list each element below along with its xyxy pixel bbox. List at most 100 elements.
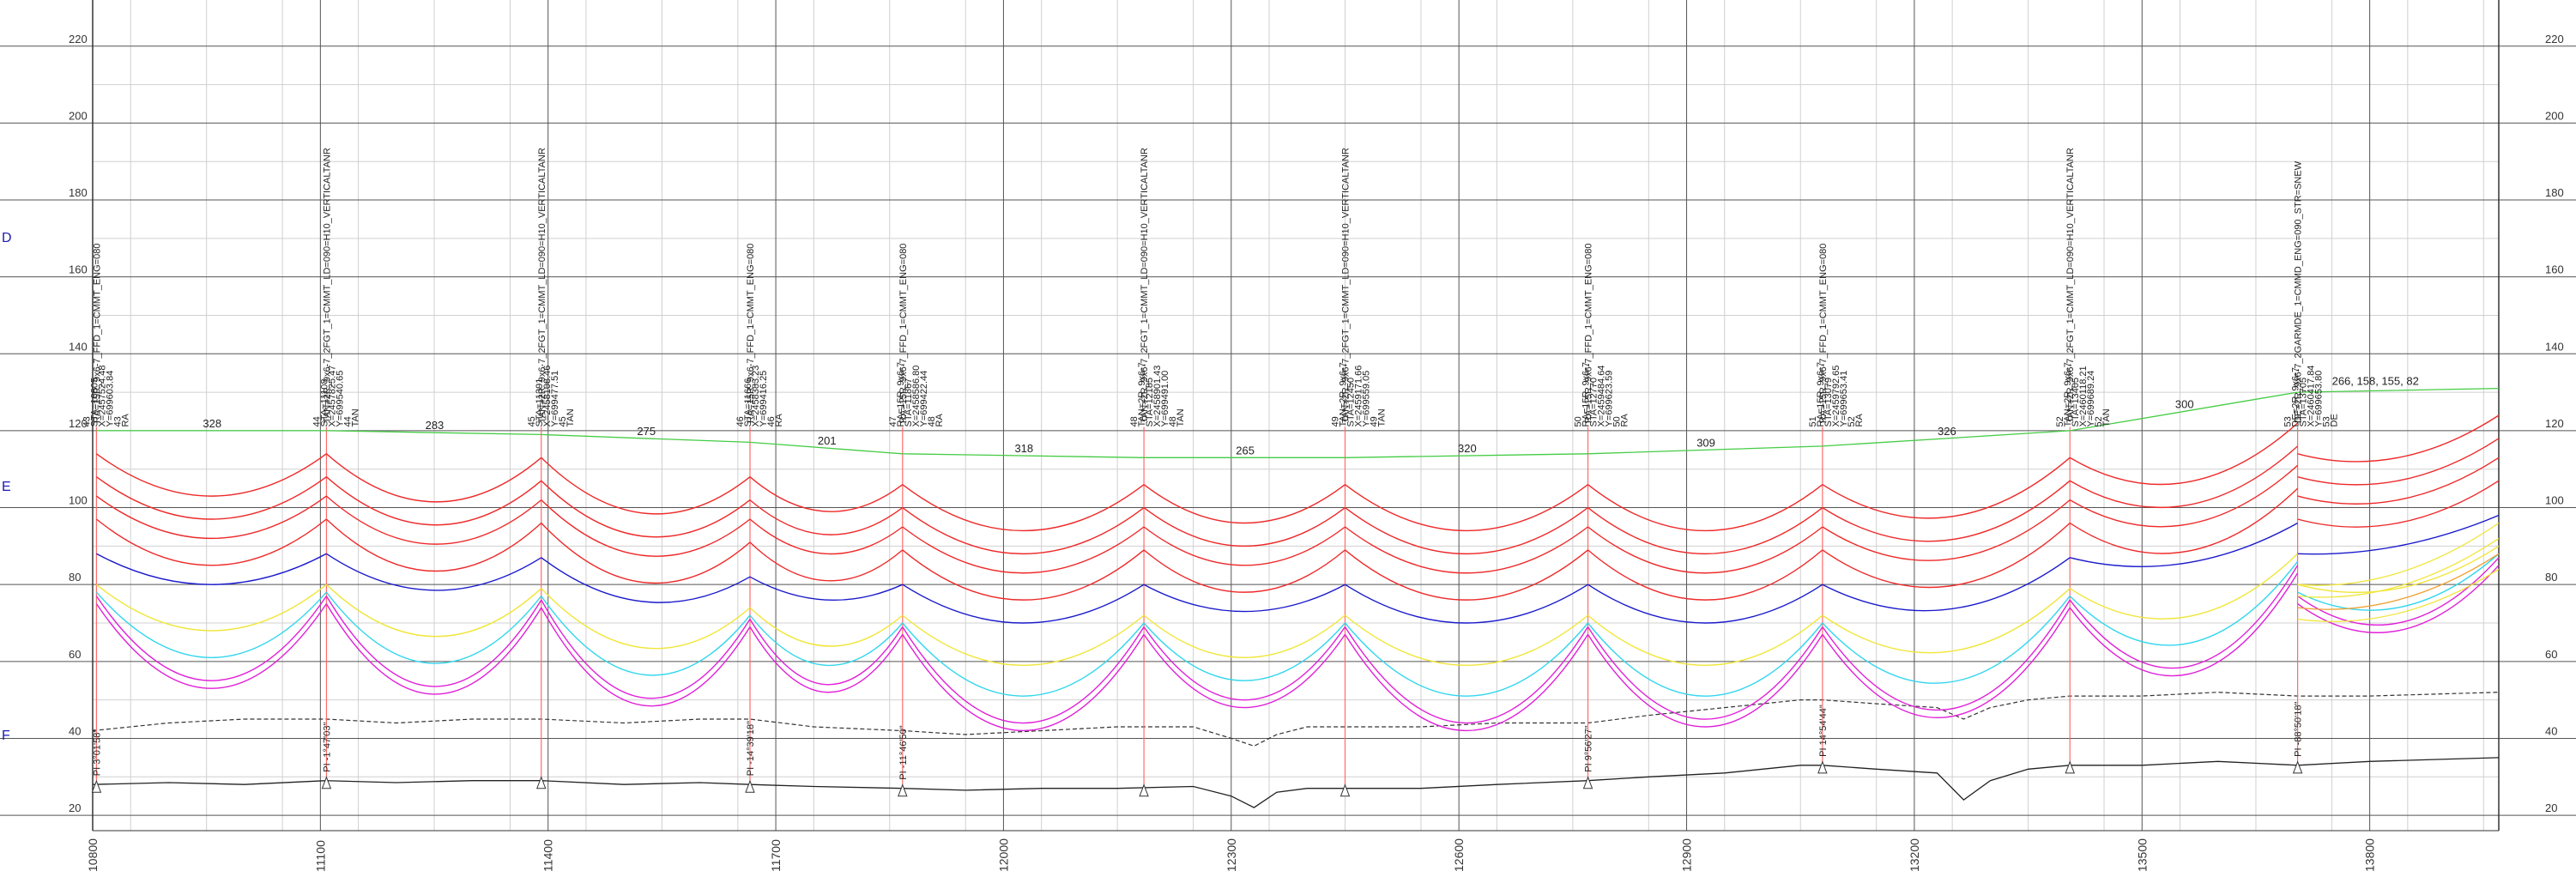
structure-type-label: TAN=2R_9x6-7_2FGT_1=CMMT_LD=090=H10_VERT… bbox=[1340, 148, 1351, 423]
pi-angle-label: PI -14°39'18" bbox=[746, 721, 756, 776]
structure-info-line: RA=15R_9x6-7 bbox=[896, 362, 906, 427]
x-tick-label: 12900 bbox=[1680, 838, 1694, 872]
conductor-cyan bbox=[95, 553, 2500, 697]
structure-info-line: 50 bbox=[1612, 416, 1623, 426]
structure-info-line: X=2459171.66 bbox=[1353, 366, 1364, 427]
y-tick-label-right: 60 bbox=[2545, 648, 2557, 661]
y-tick-label-left: 180 bbox=[69, 186, 88, 199]
structure-info-line: Y=699653.80 bbox=[2314, 371, 2325, 427]
grid-layer bbox=[0, 0, 2576, 832]
pi-angle-label: PI 14°54'44" bbox=[1818, 705, 1829, 757]
ground-layer bbox=[92, 692, 2500, 808]
x-tick-label: 11100 bbox=[313, 840, 327, 872]
structure-info-line: 48 bbox=[1129, 416, 1140, 426]
y-tick-label-left: 200 bbox=[69, 109, 88, 122]
structure-info-line: 44 bbox=[311, 416, 322, 426]
structure-base-marker bbox=[898, 783, 908, 797]
y-tick-label-left: 220 bbox=[69, 33, 88, 45]
structure-info-line: Y=699623.59 bbox=[1605, 371, 1615, 427]
structure-type-label: TAN=2R_9x6-7_2FGT_1=CMMT_LD=090=H10_VERT… bbox=[322, 148, 332, 423]
y-tick-label-right: 80 bbox=[2545, 571, 2557, 584]
structure-info-line: TAN bbox=[350, 408, 360, 426]
structure-info-line: 50 bbox=[1574, 416, 1584, 426]
end-conductor-orange bbox=[2297, 553, 2500, 610]
y-tick-label-left: 160 bbox=[69, 263, 88, 276]
y-tick-label-left: 20 bbox=[69, 801, 81, 814]
structure-info-line: STA=13079 bbox=[1823, 378, 1834, 427]
structure-base-marker bbox=[2292, 760, 2303, 774]
structure-info-line: STA=11391 bbox=[535, 378, 545, 427]
span-length-label: 326 bbox=[1938, 425, 1956, 438]
structure-base-marker bbox=[91, 779, 102, 793]
zone-label-d: D bbox=[2, 231, 12, 245]
top-clearance-line bbox=[96, 387, 2500, 458]
structure-info-line: 52 bbox=[2094, 416, 2104, 426]
conductor-layer bbox=[95, 387, 2500, 732]
structure-info-line: TAN bbox=[565, 408, 576, 426]
structure-info-line: DE=2R_9x6-7 bbox=[2291, 367, 2301, 426]
structure-info-line: STA=11666 bbox=[743, 378, 753, 427]
structure-info-line: TAN=2R_9x6-7 bbox=[1137, 362, 1147, 426]
x-tick-label: 10800 bbox=[86, 838, 100, 872]
structure-info-line: Y=699689.24 bbox=[2086, 371, 2096, 427]
structure-info-line: Y=699422.44 bbox=[919, 371, 929, 427]
span-length-label: 201 bbox=[818, 434, 837, 447]
structure-info-line: STA=10805 bbox=[89, 378, 100, 427]
structure-info-line: STA=12770 bbox=[1589, 378, 1599, 427]
structure-info-line: X=2458108.46 bbox=[542, 366, 553, 427]
y-tick-label-right: 200 bbox=[2545, 109, 2564, 122]
structure-info-line: STA=11867 bbox=[904, 378, 914, 427]
structure-info-line: STA=12185 bbox=[1145, 378, 1155, 427]
y-tick-label-right: 180 bbox=[2545, 186, 2564, 199]
structure-info-line: 52 bbox=[1847, 416, 1857, 426]
structure-info-line: DE bbox=[2330, 414, 2340, 426]
structure-info-line: STA=13705 bbox=[2299, 378, 2309, 427]
y-tick-label-right: 40 bbox=[2545, 724, 2557, 737]
structure-info-line: RA bbox=[120, 414, 130, 427]
structure-info-line: 46 bbox=[766, 416, 777, 426]
structure-type-label: RA=15R_9x6-7_FFD_1=CMMT_ENG=080 bbox=[1818, 244, 1829, 423]
structure-info-line: 47 bbox=[888, 416, 898, 426]
structure-base-marker bbox=[321, 776, 332, 789]
structure-info-line: 45 bbox=[558, 416, 568, 426]
structure-info-line: STA=13405 bbox=[2071, 378, 2081, 427]
end-span-label: 266, 158, 155, 82 bbox=[2332, 375, 2419, 388]
structure-info-line: 49 bbox=[1330, 416, 1340, 426]
end-conductor-yellow bbox=[2297, 537, 2500, 598]
y-tick-label-left: 60 bbox=[69, 648, 81, 661]
structure-info-line: X=2460118.21 bbox=[2078, 366, 2089, 426]
structure-info-line: X=2459484.64 bbox=[1597, 366, 1607, 427]
structure-info-line: Y=699559.05 bbox=[1361, 371, 1371, 427]
y-tick-label-right: 220 bbox=[2545, 33, 2564, 45]
x-tick-label: 11400 bbox=[541, 839, 555, 872]
y-tick-label-right: 140 bbox=[2545, 340, 2564, 353]
conductor-magenta bbox=[95, 557, 2500, 724]
label-layer: 328 283 275 201 318 265 320 309 326 300 266, 158, … bbox=[82, 148, 2418, 780]
structure-info-line: 48 bbox=[1168, 416, 1178, 426]
structure-info-line: TAN=2R_9x6-7 bbox=[2063, 362, 2073, 426]
span-length-label: 275 bbox=[637, 425, 656, 438]
structure-info-line: 46 bbox=[735, 416, 746, 426]
span-length-label: 265 bbox=[1236, 444, 1255, 457]
structure-info-line: STA=12450 bbox=[1345, 378, 1356, 427]
structure-base-marker bbox=[1582, 776, 1593, 789]
span-length-label: 320 bbox=[1458, 442, 1477, 455]
structure-base-marker bbox=[1817, 760, 1828, 774]
conductor-red bbox=[95, 457, 2500, 574]
structure-base-marker bbox=[536, 776, 547, 789]
offset-ground-profile bbox=[92, 692, 2500, 747]
structure-type-label: RA=15R_9x6-7_FFD_1=CMMT_ENG=080 bbox=[898, 244, 909, 423]
end-conductor-yellow bbox=[2297, 568, 2500, 622]
span-length-label: 328 bbox=[203, 417, 221, 430]
structure-info-line: 51 bbox=[1808, 416, 1818, 426]
x-tick-label: 13200 bbox=[1908, 838, 1921, 872]
structure-info-line: RA bbox=[1854, 414, 1865, 427]
span-length-label: 318 bbox=[1014, 442, 1033, 455]
structure-info-line: 48 bbox=[927, 416, 937, 426]
structure-info-line: 52 bbox=[2055, 416, 2065, 426]
x-tick-label: 13500 bbox=[2135, 838, 2149, 872]
structure-type-label: DE=2R_9x6-7_2GARMDE_1=CMMD_ENG=090_STR=S… bbox=[2294, 160, 2304, 423]
structure-info-line: RA=15R_9x6-7 bbox=[1581, 362, 1592, 427]
pi-angle-label: PI -11°46'50" bbox=[898, 725, 909, 780]
y-tick-label-right: 20 bbox=[2545, 801, 2557, 814]
